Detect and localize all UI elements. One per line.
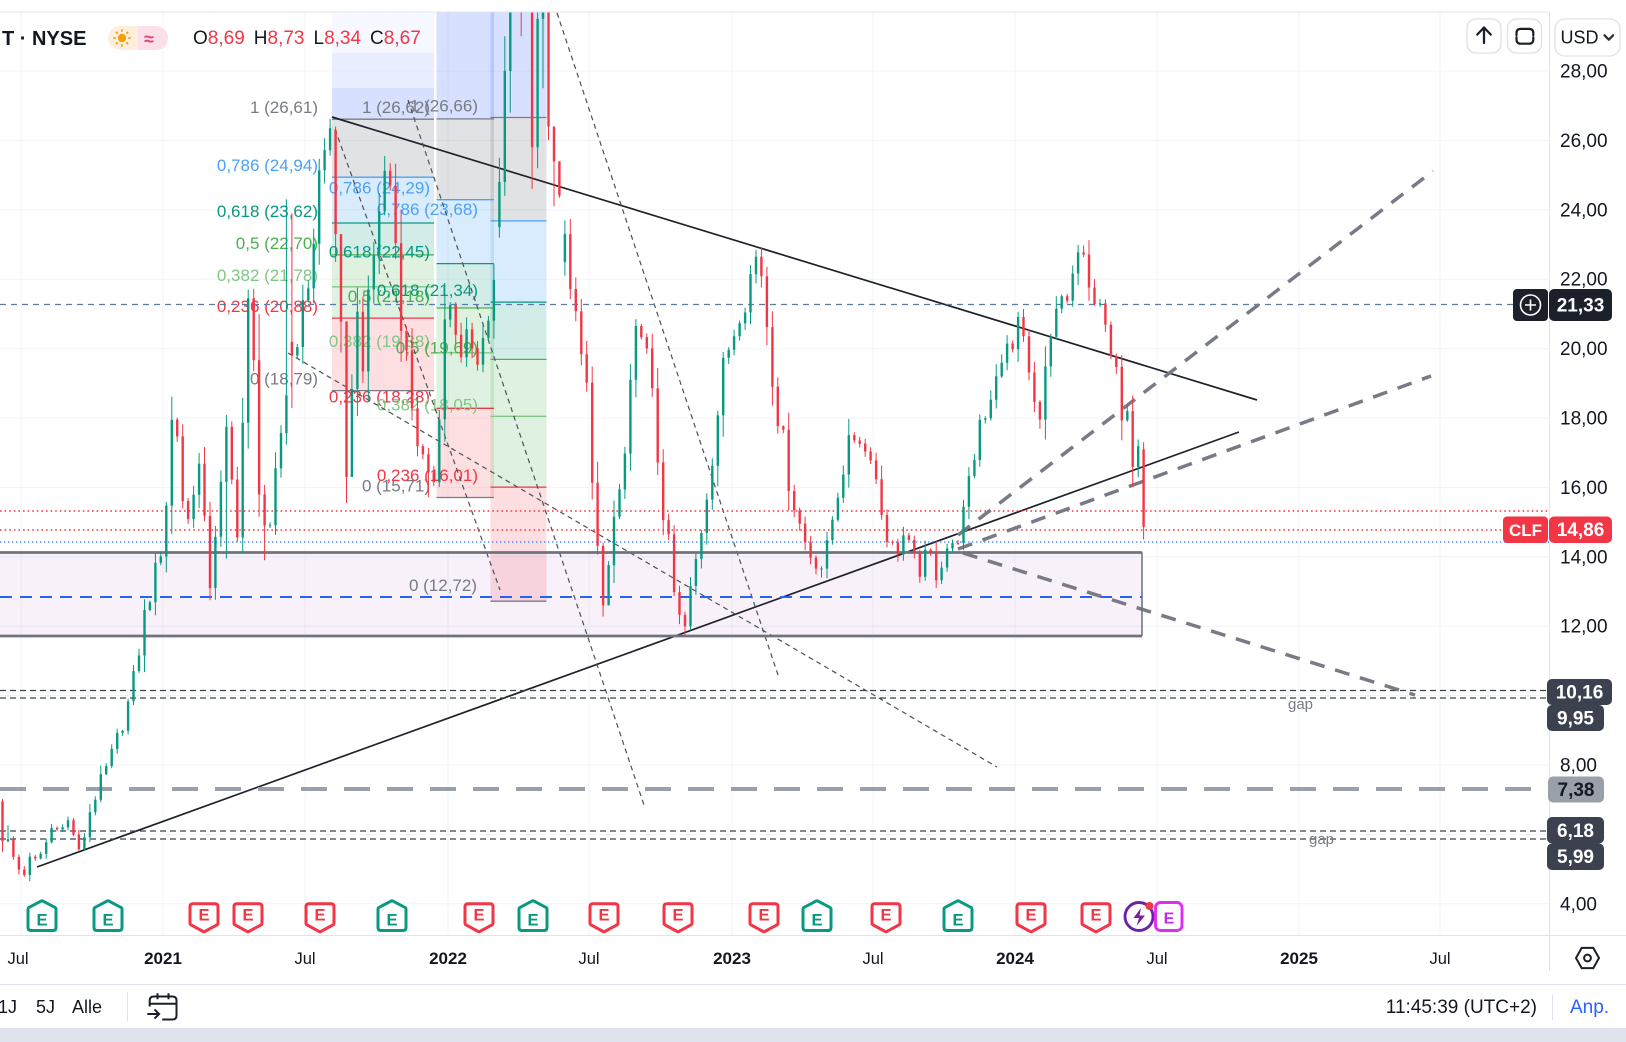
svg-text:0,382 (18,05): 0,382 (18,05) (377, 395, 478, 414)
svg-text:T · NYSE: T · NYSE (2, 28, 86, 50)
svg-text:Jul: Jul (578, 950, 599, 968)
svg-text:0 (18,79): 0 (18,79) (250, 370, 318, 389)
svg-text:E: E (102, 912, 113, 930)
svg-text:E: E (952, 912, 963, 930)
svg-text:18,00: 18,00 (1560, 409, 1608, 430)
svg-text:E: E (473, 907, 484, 925)
svg-text:2022: 2022 (429, 949, 467, 968)
svg-text:20,00: 20,00 (1560, 339, 1608, 360)
svg-text:Jul: Jul (1429, 950, 1450, 968)
svg-text:8,00: 8,00 (1560, 756, 1597, 777)
svg-text:10,16: 10,16 (1556, 683, 1604, 704)
svg-text:E: E (242, 907, 253, 925)
svg-text:0 (15,71): 0 (15,71) (362, 477, 430, 496)
svg-text:1J: 1J (0, 997, 17, 1017)
svg-text:0,786 (24,94): 0,786 (24,94) (217, 156, 318, 175)
svg-text:0,618 (23,62): 0,618 (23,62) (217, 202, 318, 221)
svg-text:E: E (314, 907, 325, 925)
svg-text:Jul: Jul (862, 950, 883, 968)
svg-text:E: E (1164, 911, 1175, 928)
svg-text:6,18: 6,18 (1557, 821, 1594, 842)
svg-text:2024: 2024 (996, 949, 1034, 968)
svg-text:CLF: CLF (1509, 521, 1542, 540)
svg-text:E: E (36, 912, 47, 930)
svg-text:0,5 (19,69): 0,5 (19,69) (396, 338, 478, 357)
svg-text:14,00: 14,00 (1560, 547, 1608, 568)
svg-text:16,00: 16,00 (1560, 478, 1608, 499)
svg-text:E: E (880, 907, 891, 925)
svg-text:E: E (758, 907, 769, 925)
svg-text:21,33: 21,33 (1557, 296, 1605, 317)
svg-text:5,99: 5,99 (1557, 847, 1594, 868)
svg-text:0 (12,72): 0 (12,72) (409, 576, 477, 595)
svg-text:E: E (1090, 907, 1101, 925)
svg-text:USD: USD (1561, 28, 1599, 48)
svg-text:5J: 5J (36, 997, 55, 1017)
svg-text:E: E (527, 912, 538, 930)
svg-text:Jul: Jul (7, 950, 28, 968)
svg-text:24,00: 24,00 (1560, 200, 1608, 221)
svg-text:12,00: 12,00 (1560, 617, 1608, 638)
svg-text:9,95: 9,95 (1557, 709, 1594, 730)
svg-text:Jul: Jul (294, 950, 315, 968)
svg-text:14,86: 14,86 (1557, 520, 1605, 541)
svg-text:gap: gap (1288, 696, 1313, 713)
svg-text:2023: 2023 (713, 949, 751, 968)
svg-text:E: E (598, 907, 609, 925)
svg-text:E: E (198, 907, 209, 925)
svg-text:1 (26,61): 1 (26,61) (250, 98, 318, 117)
svg-text:0,786 (23,68): 0,786 (23,68) (377, 200, 478, 219)
svg-text:≈: ≈ (144, 29, 154, 49)
svg-text:7,38: 7,38 (1558, 780, 1595, 801)
svg-text:0,236 (16,01): 0,236 (16,01) (377, 466, 478, 485)
svg-text:0,5 (22,70): 0,5 (22,70) (236, 234, 318, 253)
svg-text:26,00: 26,00 (1560, 131, 1608, 152)
svg-text:E: E (672, 907, 683, 925)
svg-text:0,618 (21,34): 0,618 (21,34) (377, 281, 478, 300)
svg-text:2021: 2021 (144, 949, 182, 968)
svg-text:E: E (1025, 907, 1036, 925)
svg-text:0,382 (19,88): 0,382 (19,88) (329, 332, 430, 351)
svg-text:28,00: 28,00 (1560, 62, 1608, 83)
svg-text:1 (26,66): 1 (26,66) (410, 97, 478, 116)
svg-text:4,00: 4,00 (1560, 894, 1597, 915)
svg-text:Alle: Alle (72, 997, 102, 1017)
svg-text:0,236 (20,88): 0,236 (20,88) (217, 297, 318, 316)
svg-text:2025: 2025 (1280, 949, 1318, 968)
svg-text:Anp.: Anp. (1570, 997, 1609, 1018)
svg-text:0,382 (21,78): 0,382 (21,78) (217, 266, 318, 285)
svg-text:E: E (386, 912, 397, 930)
svg-text:Jul: Jul (1146, 950, 1167, 968)
svg-text:gap: gap (1309, 831, 1334, 848)
svg-text:11:45:39 (UTC+2): 11:45:39 (UTC+2) (1386, 997, 1537, 1018)
svg-text:22,00: 22,00 (1560, 270, 1608, 291)
svg-text:1 (26,62): 1 (26,62) (362, 98, 430, 117)
svg-text:E: E (811, 912, 822, 930)
